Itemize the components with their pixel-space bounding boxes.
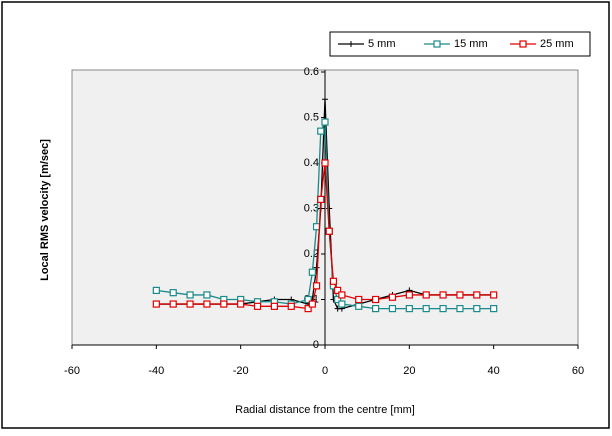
x-tick-label: 40 [488, 365, 500, 377]
data-point [312, 223, 321, 231]
y-tick-label: 0.2 [304, 248, 319, 260]
y-tick-label: 0.3 [304, 202, 319, 214]
data-point [334, 295, 342, 304]
data-point [372, 295, 380, 304]
data-point [152, 300, 160, 308]
legend-marker [348, 41, 354, 47]
data-point [270, 302, 278, 310]
x-tick-label: 60 [572, 365, 584, 377]
x-tick-label: -40 [148, 365, 164, 377]
data-point [405, 305, 413, 313]
x-axis-title: Radial distance from the centre [mm] [235, 404, 415, 416]
data-point [338, 300, 346, 308]
data-point [304, 305, 312, 313]
data-point [490, 291, 498, 299]
x-tick-label: -20 [233, 365, 249, 377]
data-point [405, 291, 413, 299]
legend-label: 15 mm [454, 38, 488, 50]
data-point [152, 286, 160, 294]
x-tick-label: 20 [403, 365, 415, 377]
y-tick-label: 0 [313, 339, 319, 351]
data-point [473, 291, 481, 299]
data-point [253, 302, 262, 310]
data-point [329, 277, 338, 285]
legend-marker [519, 40, 527, 48]
data-point [355, 302, 363, 310]
data-point [388, 293, 397, 301]
y-axis-title: Local RMS velocity [m/sec] [39, 139, 51, 281]
data-point [203, 291, 211, 299]
data-point [308, 268, 316, 276]
y-tick-label: 0.5 [304, 111, 319, 123]
data-point [388, 305, 397, 313]
data-point [203, 300, 211, 308]
data-point [317, 127, 325, 135]
data-point [355, 295, 363, 304]
data-point [321, 159, 329, 167]
legend-marker [433, 40, 441, 48]
x-tick-label: 0 [322, 365, 328, 377]
data-point [490, 305, 498, 313]
data-point [287, 302, 295, 310]
data-point [321, 118, 329, 126]
data-point [422, 291, 430, 299]
legend-label: 25 mm [540, 38, 574, 50]
data-point [237, 300, 245, 308]
y-tick-label: 0.6 [304, 66, 319, 78]
data-point [169, 300, 177, 308]
data-point [439, 305, 447, 313]
data-point [308, 300, 316, 308]
data-point [473, 305, 481, 313]
data-point [372, 305, 380, 313]
data-point [456, 291, 464, 299]
data-point [312, 282, 321, 290]
data-point [338, 291, 346, 299]
data-point [220, 300, 228, 308]
data-point [317, 195, 325, 203]
y-tick-label: 0.4 [304, 157, 319, 169]
x-tick-label: -60 [64, 365, 80, 377]
data-point [169, 289, 177, 297]
data-point [186, 300, 194, 308]
data-point [186, 291, 194, 299]
legend-label: 5 mm [368, 38, 396, 50]
data-point [334, 286, 342, 294]
data-point [304, 295, 312, 304]
data-point [325, 227, 333, 235]
data-point [439, 291, 447, 299]
data-point [422, 305, 430, 313]
data-point [313, 264, 320, 271]
legend-box [329, 31, 591, 57]
data-point [456, 305, 464, 313]
data-point [322, 96, 328, 103]
